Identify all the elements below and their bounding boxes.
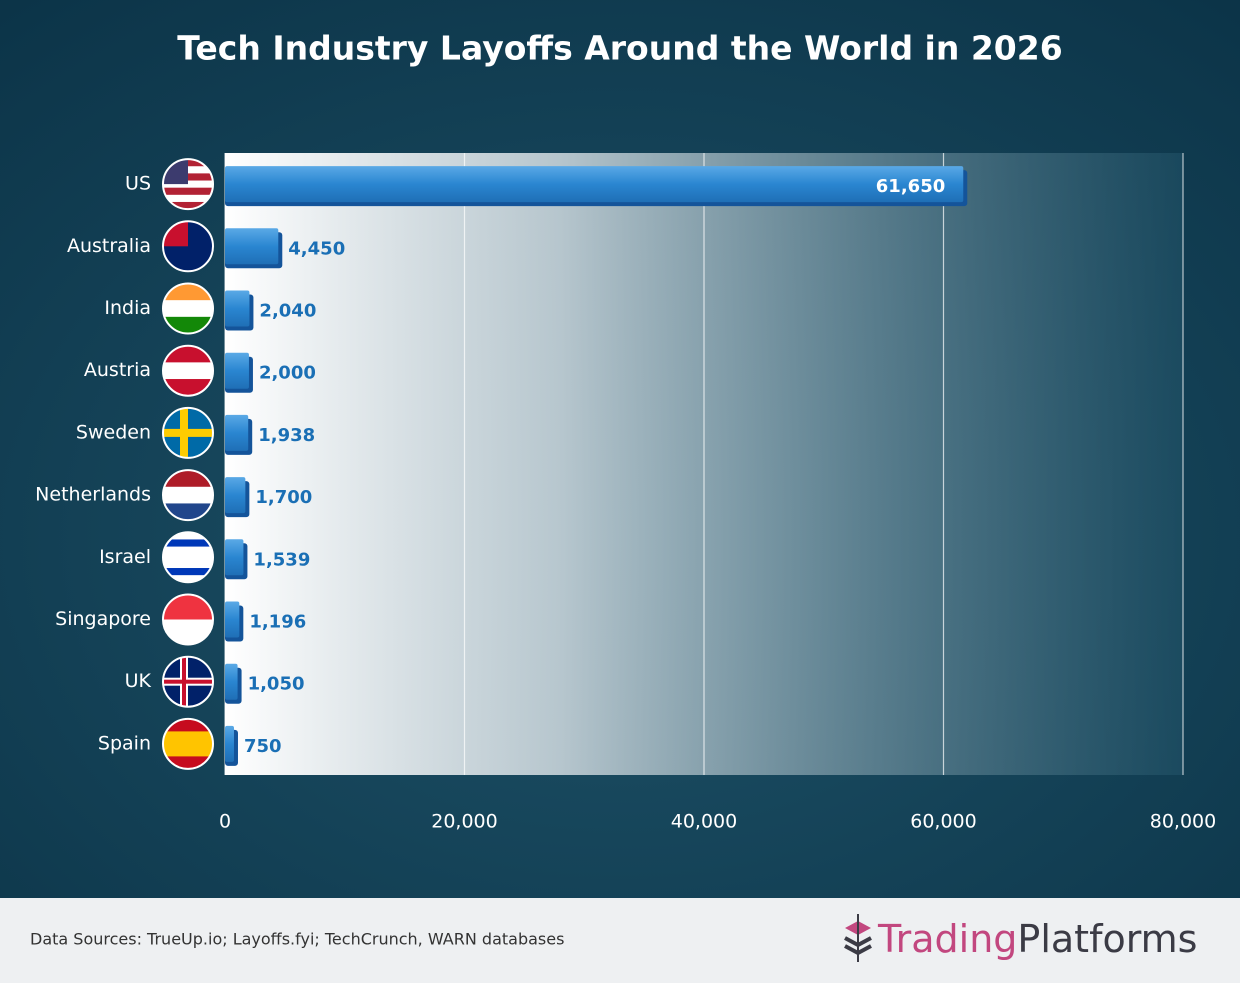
flag-stripe [163, 553, 213, 562]
y-tick-label: Netherlands [35, 484, 151, 506]
flag-border [162, 282, 214, 335]
x-tick-label: 0 [219, 811, 231, 833]
flag-border [162, 158, 214, 211]
flag-cross [163, 679, 213, 684]
flag-border [162, 469, 214, 522]
brand: TradingPlatforms [877, 917, 1197, 961]
footer [0, 898, 1240, 983]
x-tick-label: 60,000 [910, 811, 976, 833]
y-tick-label: Spain [98, 732, 151, 754]
flag-stripe [163, 560, 213, 569]
x-tick-label: 40,000 [671, 811, 737, 833]
bar [225, 539, 244, 576]
value-label: 61,650 [876, 176, 945, 197]
bar [225, 228, 279, 265]
flag-stripe [163, 194, 213, 203]
bar [225, 601, 240, 638]
flag-border [162, 593, 214, 646]
y-tick-label: Israel [99, 546, 151, 568]
bar [225, 352, 249, 389]
value-label: 2,040 [259, 301, 316, 322]
y-tick-label: India [104, 297, 151, 319]
flag-stripe [163, 568, 213, 576]
y-tick-label: Sweden [76, 421, 151, 443]
bar [225, 725, 234, 762]
bar [225, 477, 246, 514]
value-label: 4,450 [288, 238, 345, 259]
brand-second: Platforms [1017, 917, 1197, 961]
flag-border [162, 344, 214, 397]
y-tick-label: Austria [84, 359, 151, 381]
flag-stripe [163, 180, 213, 189]
value-label: 1,938 [258, 425, 315, 446]
flag-border [162, 531, 214, 584]
flag-border [162, 717, 214, 770]
flag-stripe [163, 187, 213, 196]
x-tick-label: 20,000 [431, 811, 497, 833]
value-label: 1,539 [253, 549, 310, 570]
flag-stripe [163, 532, 213, 540]
flag-stripe [163, 546, 213, 555]
value-label: 2,000 [259, 363, 316, 384]
flag [163, 407, 213, 458]
x-tick-label: 80,000 [1150, 811, 1216, 833]
flag-stripe [163, 201, 213, 210]
flag-cross [180, 407, 188, 458]
y-tick-label: Australia [67, 235, 151, 257]
chart-title: Tech Industry Layoffs Around the World i… [177, 29, 1062, 68]
bar [225, 414, 249, 451]
value-label: 1,700 [255, 487, 312, 508]
flag-border [162, 406, 214, 459]
bar [225, 663, 238, 700]
flag-stripe [163, 575, 213, 583]
logo-icon [844, 914, 872, 962]
flag-stripe [163, 362, 213, 380]
flag-stripe [163, 539, 213, 548]
flag-stripe [163, 300, 213, 318]
flag [163, 656, 213, 707]
flag-stripe [163, 743, 213, 757]
value-label: 750 [244, 736, 282, 757]
flag-border [162, 655, 214, 708]
flag-border [162, 220, 214, 273]
flag-cross [182, 656, 186, 707]
value-label: 1,050 [248, 674, 305, 695]
y-tick-label: Singapore [55, 608, 151, 630]
bar [225, 166, 964, 203]
source: Data Sources: TrueUp.io; Layoffs.fyi; Te… [30, 930, 564, 949]
brand-first: Trading [877, 917, 1017, 961]
flag-stripe [163, 731, 213, 745]
y-tick-label: UK [125, 670, 152, 692]
bar [225, 290, 250, 327]
flag [163, 532, 213, 583]
flag-stripe [163, 486, 213, 504]
y-tick-label: US [125, 173, 151, 195]
value-label: 1,196 [249, 612, 306, 633]
